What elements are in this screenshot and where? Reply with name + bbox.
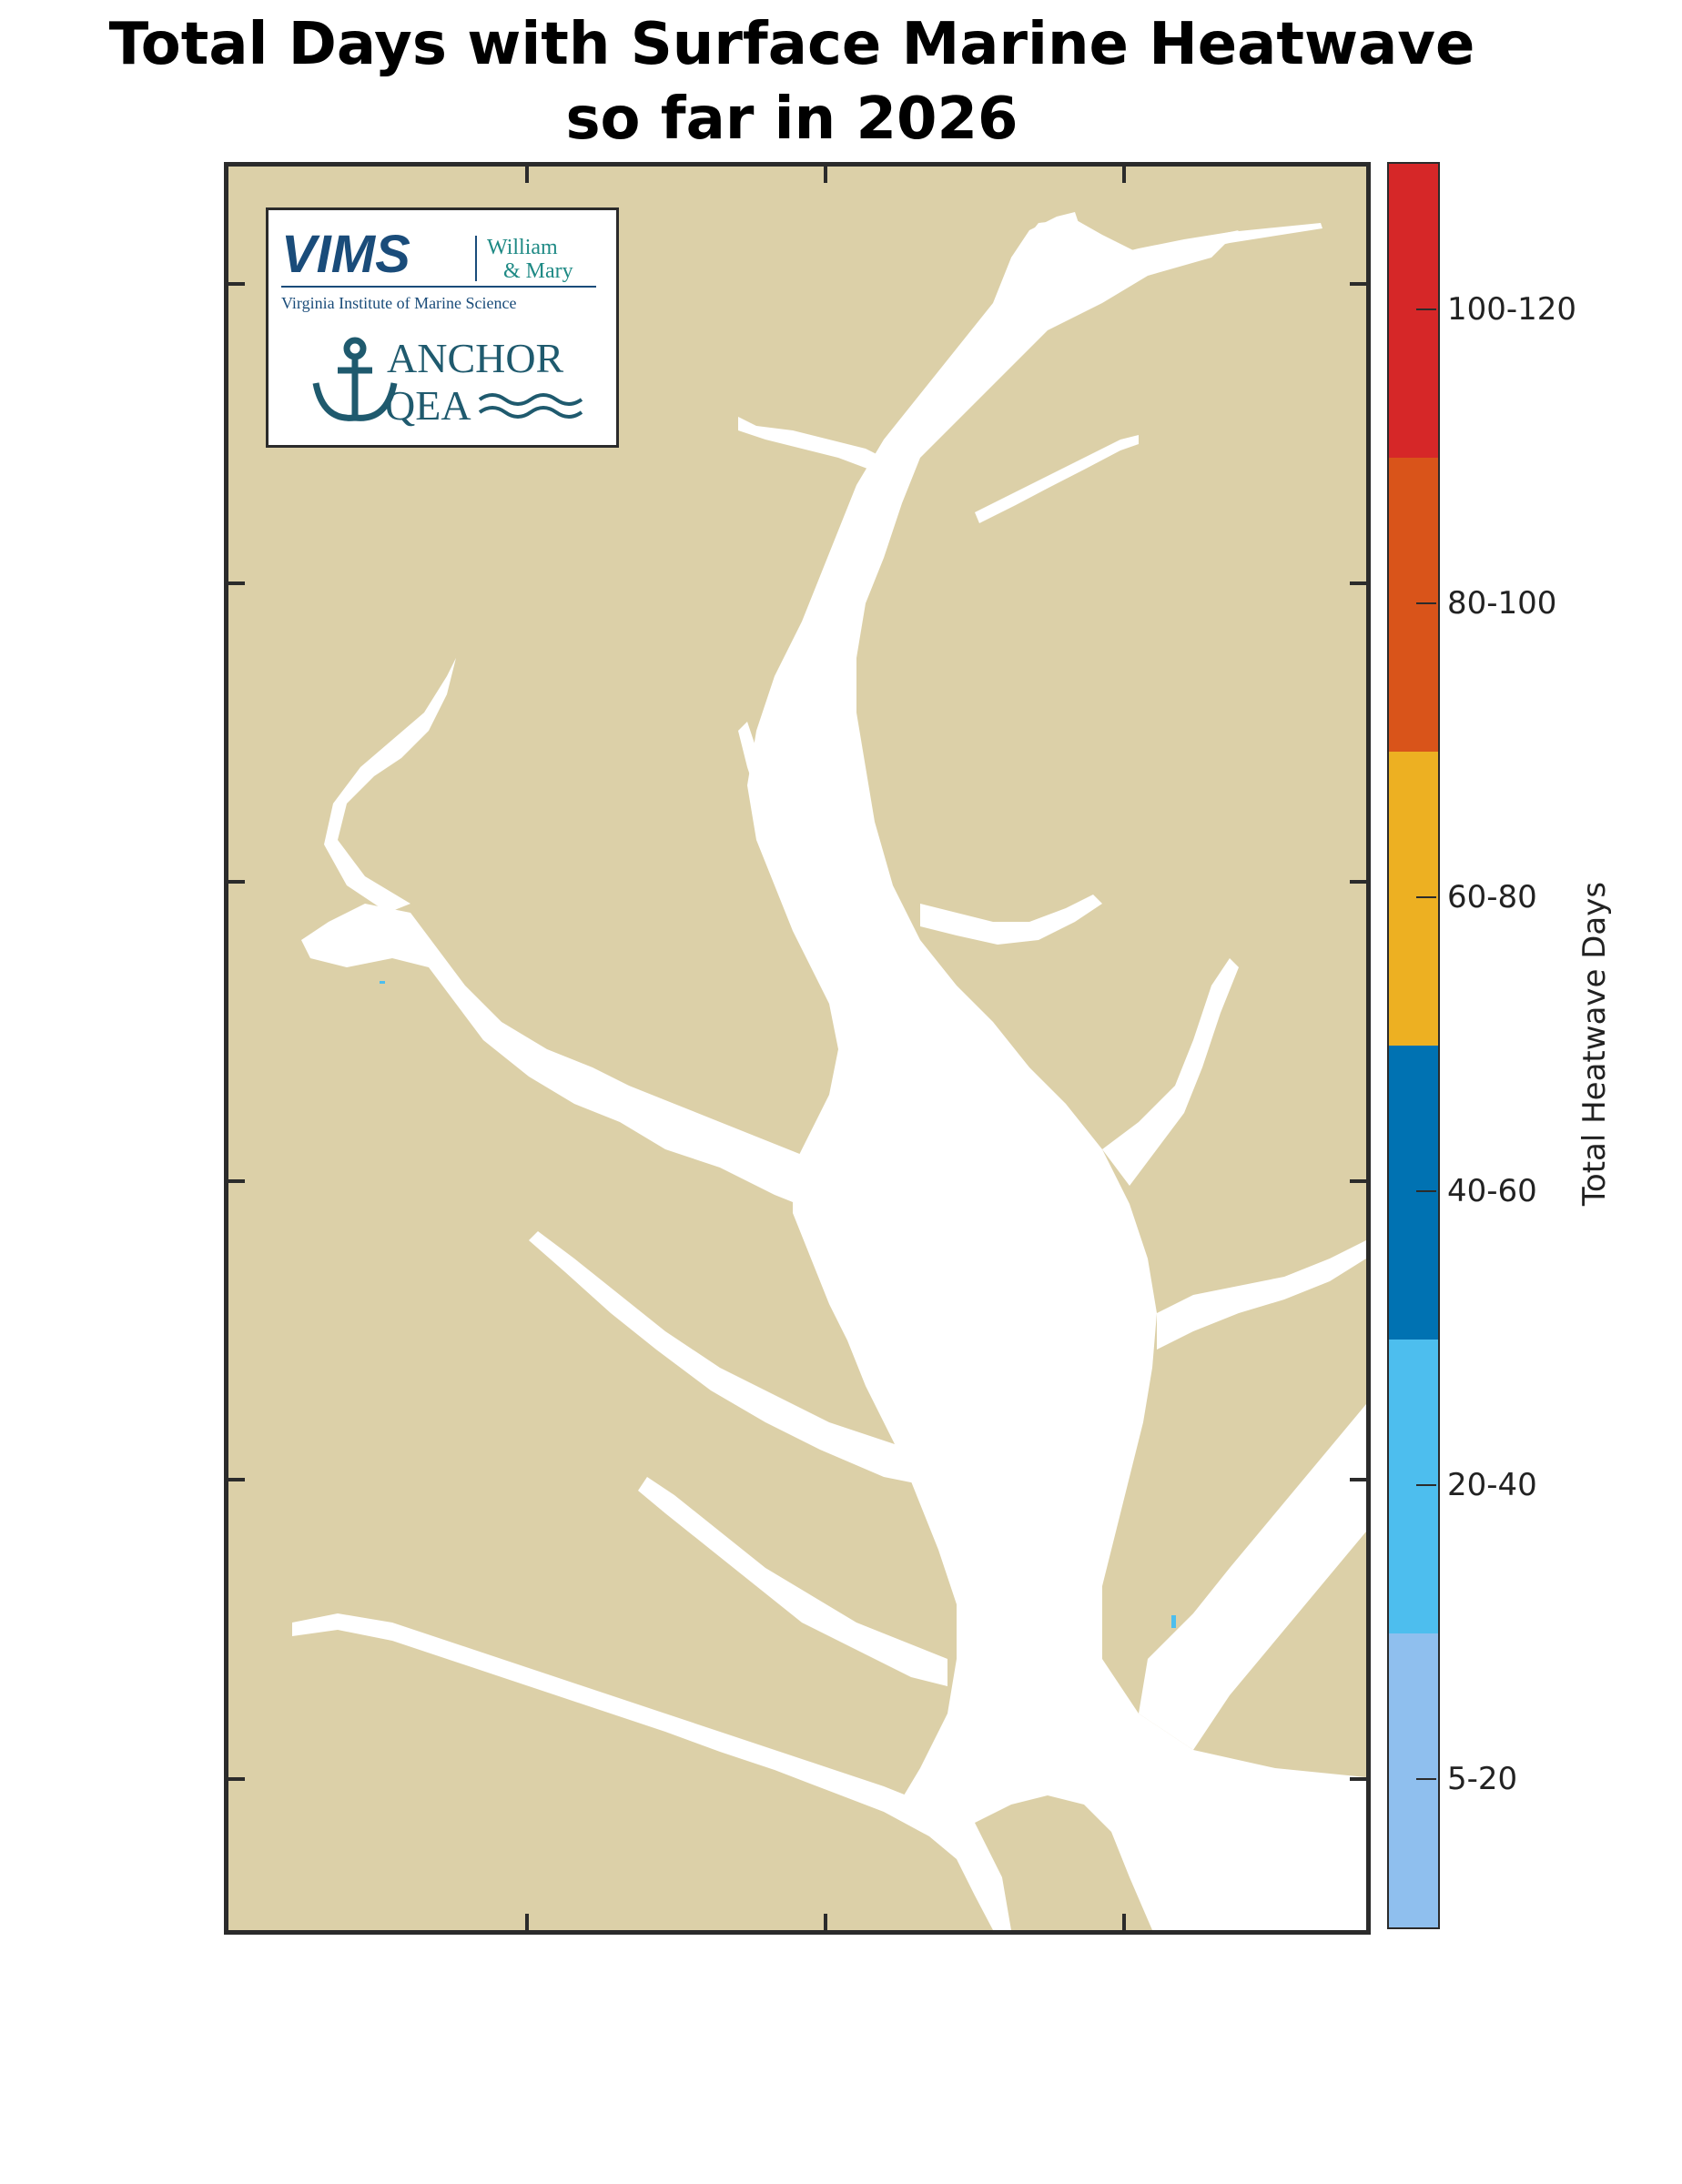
anchor-icon [312,337,398,421]
york-river [638,1477,947,1686]
colorbar-tick [1416,1778,1436,1780]
map-tick [1350,1777,1366,1781]
susquehanna-flats [1011,212,1079,267]
colorbar-label: 100-120 [1447,291,1577,328]
map-tick [1122,1914,1126,1930]
map-tick [1350,1478,1366,1481]
title-line-1: Total Days with Surface Marine Heatwave [108,11,1475,78]
vims-anchor-logo: VIMS William & Mary Virginia Institute o… [281,225,596,429]
potomac-river [301,904,856,1213]
colorbar-label: 80-100 [1447,585,1557,622]
map-tick [824,1914,827,1930]
colorbar-label: 20-40 [1447,1467,1537,1503]
bay-main-channel [747,219,1366,1930]
colorbar-label: 40-60 [1447,1173,1537,1209]
patuxent-river [738,722,884,1022]
colorbar-label: 60-80 [1447,879,1537,915]
upper-potomac [324,658,456,913]
map-tick [1122,167,1126,183]
colorbar-tick [1416,602,1436,604]
qea-text: QEA [385,382,471,429]
heatwave-cell [1171,1615,1176,1628]
colorbar-title: Total Heatwave Days [1576,881,1613,1207]
tangier-sound [1102,958,1239,1186]
map-tick [228,282,245,286]
title-line-2: so far in 2026 [565,86,1018,153]
eastern-shore-bayside [1139,1404,1366,1750]
colorbar [1387,162,1440,1929]
waves-icon [478,393,583,419]
colorbar-tick [1416,1484,1436,1486]
patapsco-river [738,417,902,485]
map-tick [824,167,827,183]
map-tick [1350,282,1366,286]
map-tick [525,1914,529,1930]
colorbar-segment-20-40 [1389,1340,1438,1633]
map-tick [228,581,245,585]
elk-river [1102,223,1322,271]
vims-logo-text: VIMS [281,225,410,284]
map-panel [224,162,1371,1935]
institute-text: Virginia Institute of Marine Science [281,294,517,312]
choptank-river [920,895,1102,945]
map-tick [228,1777,245,1781]
map-tick [1350,581,1366,585]
map-tick [228,880,245,884]
colorbar-label: 5-20 [1447,1761,1518,1797]
colorbar-segment-40-60 [1389,1046,1438,1340]
mary-text: & Mary [503,259,573,283]
bay-water-shape [292,212,1366,1930]
chester-river [975,435,1139,523]
colorbar-segment-60-80 [1389,752,1438,1046]
logo-box: VIMS William & Mary Virginia Institute o… [266,207,619,448]
colorbar-tick [1416,896,1436,898]
anchor-text: ANCHOR [387,335,564,381]
colorbar-tick [1416,1190,1436,1192]
colorbar-tick [1416,308,1436,310]
map-tick [525,167,529,183]
colorbar-segment-5-20 [1389,1633,1438,1927]
map-tick [228,1179,245,1183]
colorbar-segment-80-100 [1389,458,1438,752]
map-tick [1350,880,1366,884]
map-tick [1350,1179,1366,1183]
map-tick [228,1478,245,1481]
william-text: William [487,236,558,259]
map-title: Total Days with Surface Marine Heatwave … [0,7,1584,157]
rappahannock-river [529,1231,938,1486]
colorbar-segment-100-120 [1389,164,1438,458]
heatwave-cell [380,981,385,984]
pocomoke-sound [1157,1240,1366,1350]
